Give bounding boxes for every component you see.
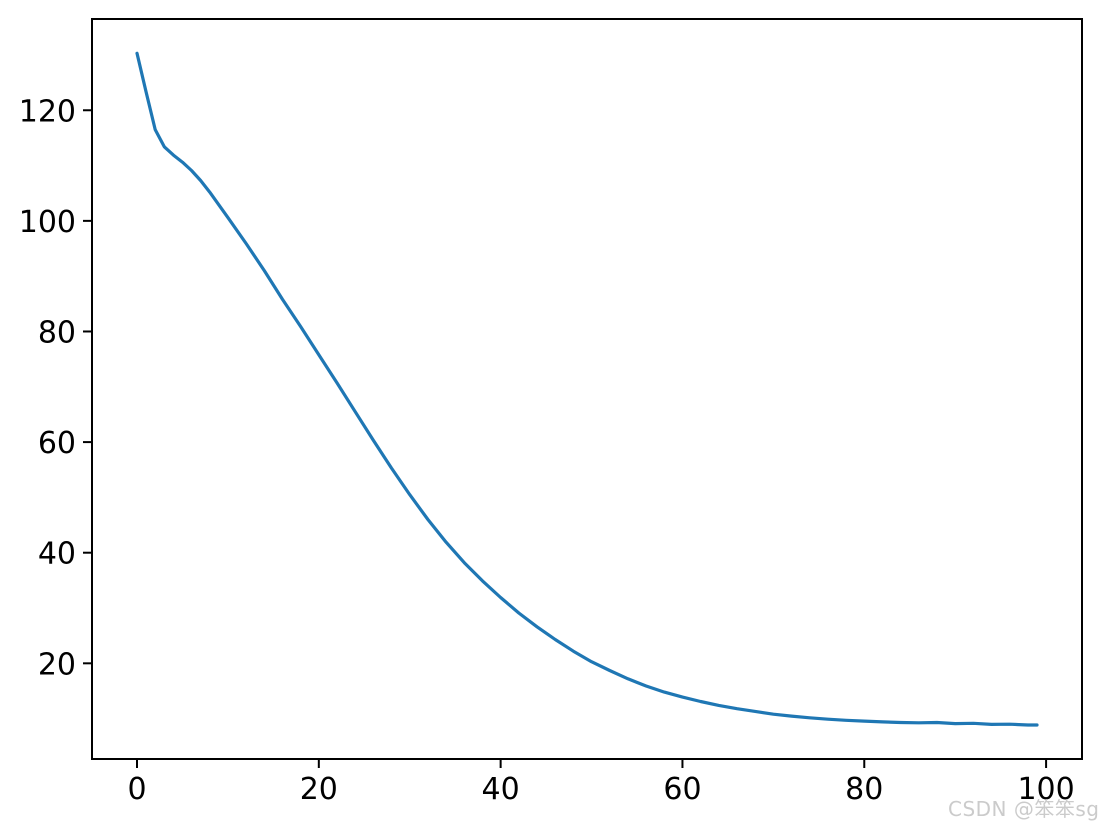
x-tick-label: 20: [300, 772, 338, 807]
y-tick-label: 120: [19, 94, 76, 129]
y-tick-label: 20: [38, 647, 76, 682]
series-line-loss-curve: [135, 51, 1039, 727]
y-tick-label: 80: [38, 315, 76, 350]
x-tick-label: 60: [663, 772, 701, 807]
x-tick-label: 100: [1017, 772, 1074, 807]
y-tick-label: 60: [38, 426, 76, 461]
x-tick-label: 0: [127, 772, 146, 807]
y-tick-label: 100: [19, 205, 76, 240]
y-tick-label: 40: [38, 537, 76, 572]
axes-frame: [91, 18, 1083, 760]
x-tick-label: 40: [482, 772, 520, 807]
x-tick-label: 80: [845, 772, 883, 807]
watermark: CSDN @笨笨sg: [948, 797, 1100, 821]
